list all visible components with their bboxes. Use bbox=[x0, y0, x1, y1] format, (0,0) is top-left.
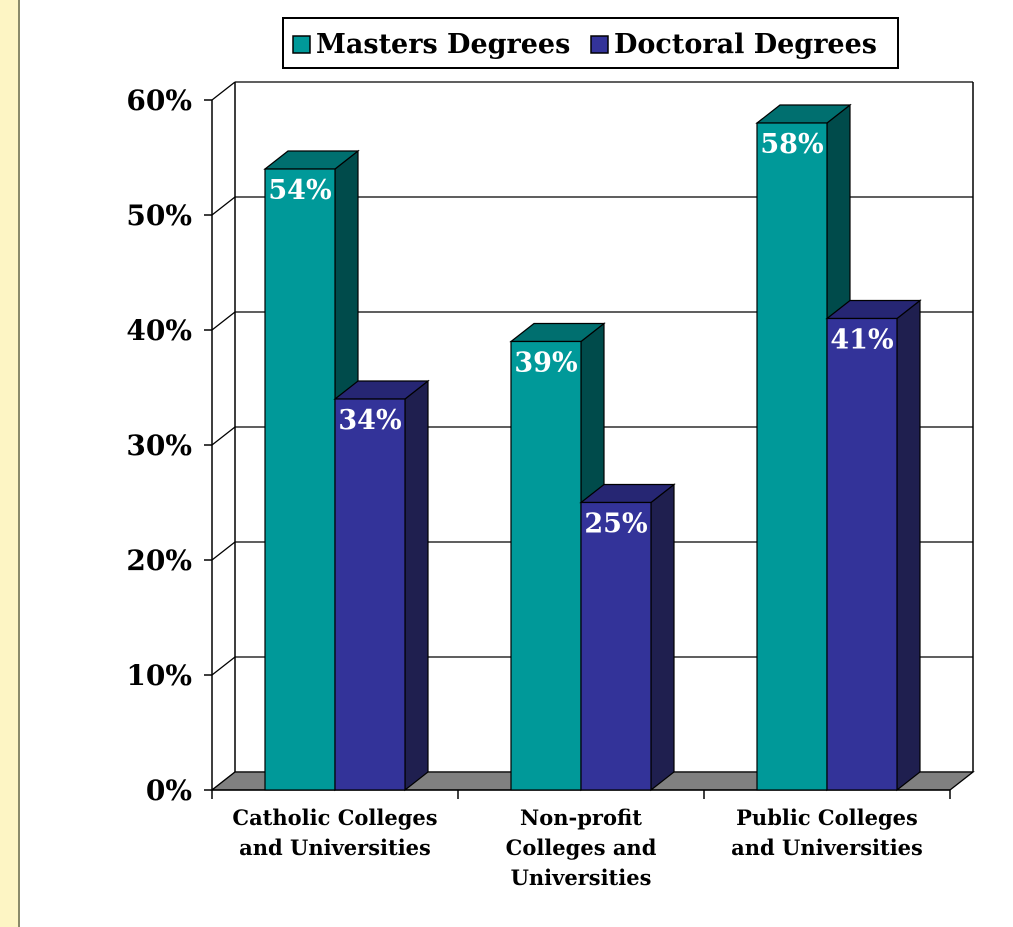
doctoral-data-label: 41% bbox=[830, 325, 893, 356]
chart-frame: 0% 10% 20% 30% 40% 50% 60% 54% 34% Catholic Colle… bbox=[18, 0, 1013, 927]
masters-bar-front bbox=[510, 340, 582, 791]
doctoral-bar-side bbox=[650, 483, 675, 792]
y-tick-label: 50% bbox=[126, 199, 192, 232]
doctoral-data-label: 34% bbox=[338, 405, 401, 436]
masters-data-label: 54% bbox=[268, 175, 331, 206]
y-tick-label: 0% bbox=[146, 774, 192, 807]
doctoral-bar bbox=[825, 299, 922, 792]
doctoral-bar-front bbox=[334, 398, 406, 791]
doctoral-bar-front bbox=[580, 501, 652, 791]
doctoral-legend-label: Doctoral Degrees bbox=[614, 29, 877, 60]
x-category-label: Colleges and bbox=[506, 835, 657, 860]
bar-chart: 0% 10% 20% 30% 40% 50% 60% 54% 34% Catholic Colle… bbox=[126, 17, 975, 890]
masters-legend-label: Masters Degrees bbox=[316, 29, 570, 60]
masters-bar-front bbox=[756, 122, 828, 791]
legend: Masters Degrees Doctoral Degrees bbox=[282, 17, 899, 69]
y-tick-label: 10% bbox=[126, 659, 192, 692]
x-category-label: and Universities bbox=[731, 835, 923, 860]
doctoral-bar-front bbox=[826, 317, 898, 791]
masters-legend-swatch bbox=[292, 35, 311, 54]
doctoral-legend-swatch bbox=[590, 35, 609, 54]
side-wall-gridline bbox=[211, 196, 236, 216]
x-category-label: Public Colleges bbox=[736, 805, 918, 830]
masters-data-label: 58% bbox=[760, 129, 823, 160]
side-wall-gridline bbox=[211, 311, 236, 331]
side-wall-gridline bbox=[211, 541, 236, 561]
doctoral-bar-side bbox=[896, 299, 921, 792]
doctoral-bar bbox=[333, 379, 430, 792]
y-tick-label: 60% bbox=[126, 84, 192, 117]
side-wall-gridline bbox=[211, 81, 236, 101]
y-tick-label: 30% bbox=[126, 429, 192, 462]
masters-data-label: 39% bbox=[514, 348, 577, 379]
y-tick-label: 40% bbox=[126, 314, 192, 347]
doctoral-data-label: 25% bbox=[584, 509, 647, 540]
masters-bar-front bbox=[264, 168, 336, 791]
x-category-label: Non-profit bbox=[520, 805, 642, 830]
x-category-label: Universities bbox=[511, 865, 652, 890]
doctoral-bar bbox=[579, 483, 676, 792]
x-category-label: and Universities bbox=[239, 835, 431, 860]
doctoral-bar-side bbox=[404, 379, 429, 792]
y-tick-label: 20% bbox=[126, 544, 192, 577]
side-wall-gridline bbox=[211, 656, 236, 676]
x-category-label: Catholic Colleges bbox=[232, 805, 437, 830]
side-wall-gridline bbox=[211, 426, 236, 446]
